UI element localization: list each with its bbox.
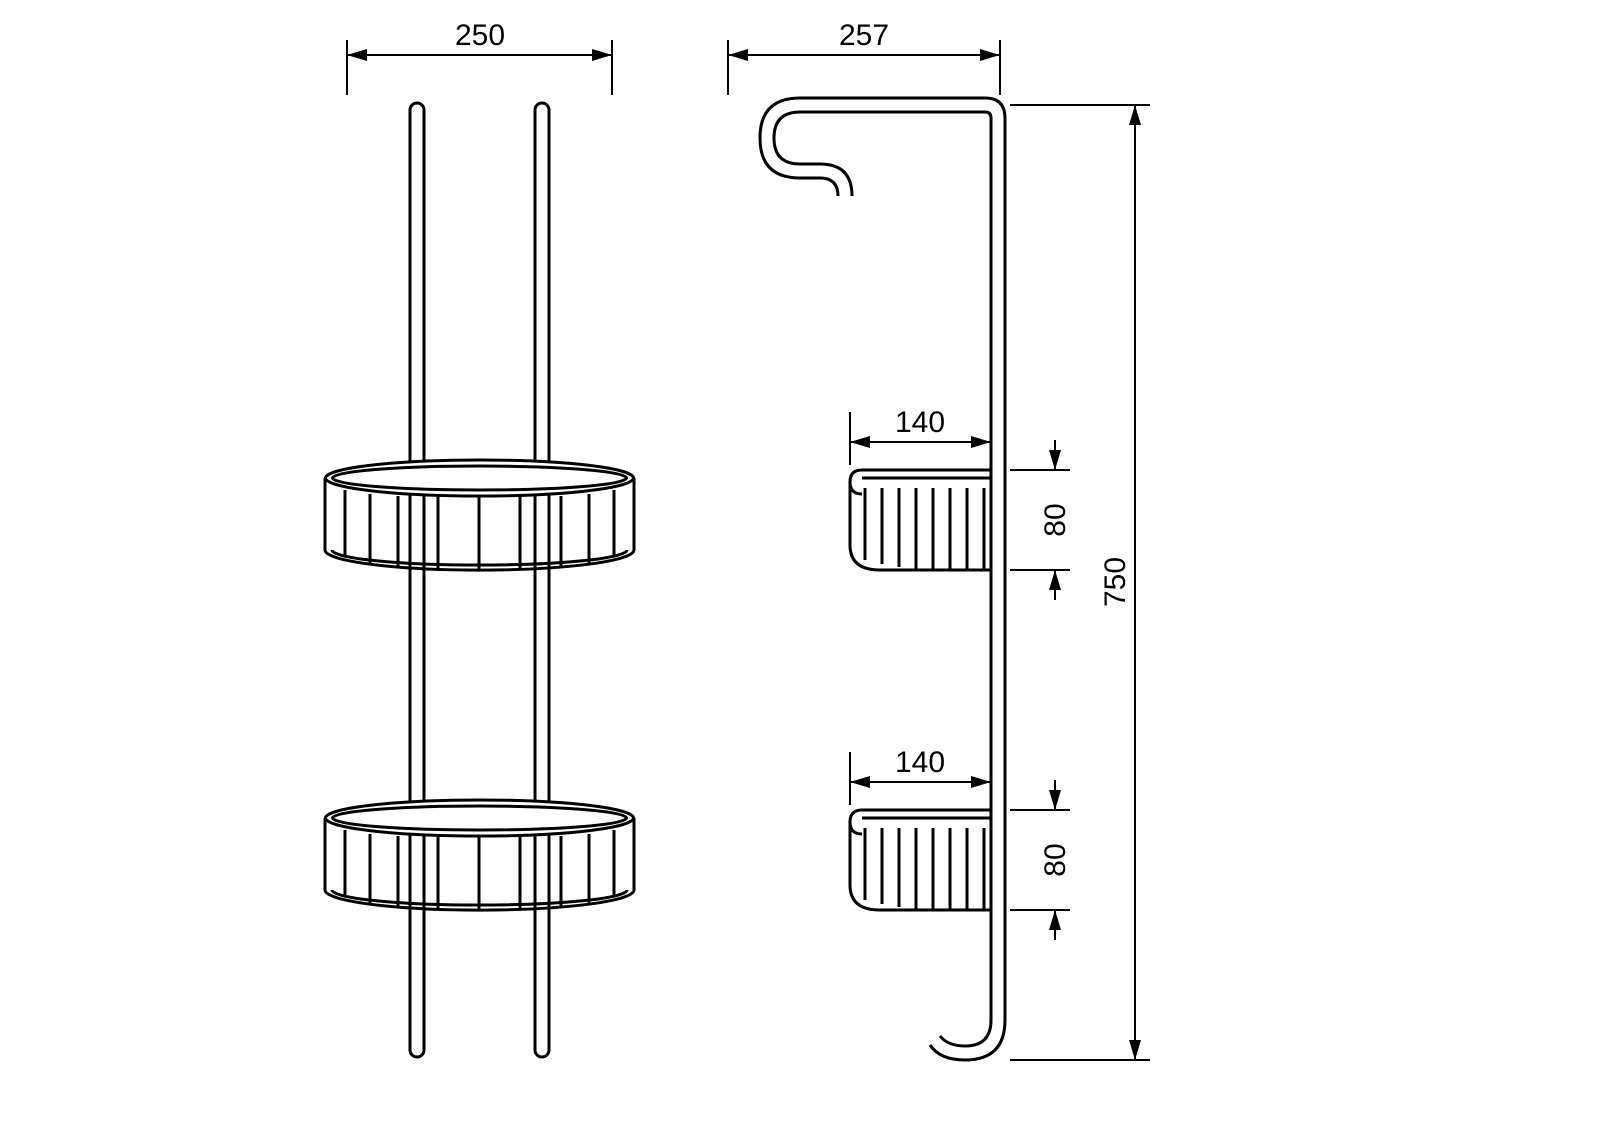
side-view: 257 [728, 19, 1150, 1060]
front-basket-lower [325, 800, 634, 910]
dim-140-lower: 140 [850, 746, 991, 805]
front-rails [410, 103, 549, 1057]
dim-257-label: 257 [839, 19, 889, 52]
dim-140-lower-label: 140 [895, 746, 945, 779]
dim-140-upper: 140 [850, 406, 991, 465]
side-basket-lower [850, 810, 991, 910]
side-rail [760, 98, 1005, 1060]
front-basket-upper [325, 460, 634, 570]
dim-250-label: 250 [455, 19, 505, 52]
dim-80-lower-label: 80 [1039, 843, 1072, 876]
side-basket-upper [850, 470, 991, 570]
dim-80-upper-label: 80 [1039, 503, 1072, 536]
dim-250: 250 [347, 19, 612, 95]
dim-750: 750 [1010, 105, 1150, 1060]
dim-80-lower: 80 [1010, 780, 1072, 940]
front-view: 250 [325, 19, 634, 1057]
technical-drawing: 250 [0, 0, 1600, 1131]
dim-140-upper-label: 140 [895, 406, 945, 439]
dim-80-upper: 80 [1010, 440, 1072, 600]
dim-257: 257 [728, 19, 1000, 95]
dim-750-label: 750 [1099, 557, 1132, 607]
